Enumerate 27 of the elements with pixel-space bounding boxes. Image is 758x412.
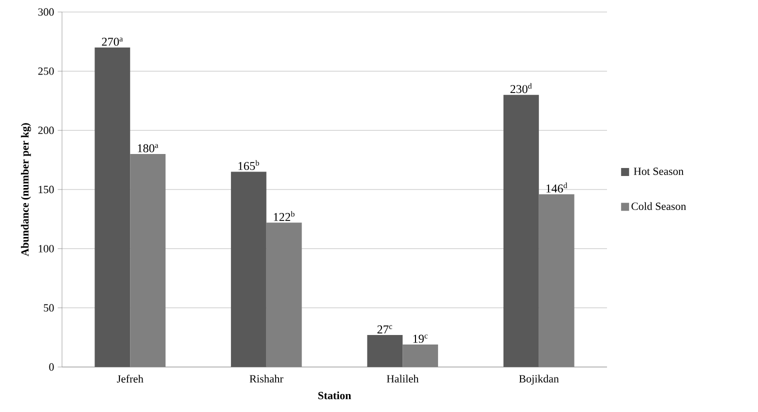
data-label: 27$^{c}$ bbox=[377, 325, 392, 334]
y-tick-label: 0 bbox=[49, 363, 54, 371]
data-label: 270$^{a}$ bbox=[102, 38, 123, 46]
x-tick-label: Halileh bbox=[386, 374, 419, 382]
data-label: 180$^{a}$ bbox=[138, 144, 158, 152]
y-tick-label: 50 bbox=[44, 304, 54, 312]
data-label: 230$^{d}$ bbox=[510, 83, 532, 94]
x-tick-label: Rishahr bbox=[250, 374, 284, 382]
bar bbox=[94, 48, 130, 367]
bar bbox=[503, 94, 539, 367]
legend-label: Cold Season bbox=[632, 202, 686, 210]
data-label: 146$^{d}$ bbox=[546, 182, 568, 193]
data-label: 122$^{b}$ bbox=[274, 211, 294, 221]
y-tick-label: 300 bbox=[38, 8, 54, 16]
y-axis-title: Abundance (number per kg) bbox=[20, 123, 31, 256]
bar bbox=[367, 335, 403, 367]
data-label: 165$^{b}$ bbox=[238, 160, 260, 170]
bar bbox=[230, 172, 266, 367]
x-tick-label: Bojikdan bbox=[519, 374, 559, 385]
y-tick-label: 250 bbox=[38, 67, 54, 75]
data-label: 19$^{c}$ bbox=[413, 334, 428, 343]
y-tick-label: 100 bbox=[38, 244, 54, 252]
x-axis-title: Station bbox=[318, 392, 352, 400]
y-tick-label: 150 bbox=[38, 186, 54, 194]
legend-label: Hot Season bbox=[634, 168, 684, 175]
y-tick-label: 200 bbox=[38, 126, 54, 134]
x-tick-label: Jefreh bbox=[116, 374, 144, 383]
